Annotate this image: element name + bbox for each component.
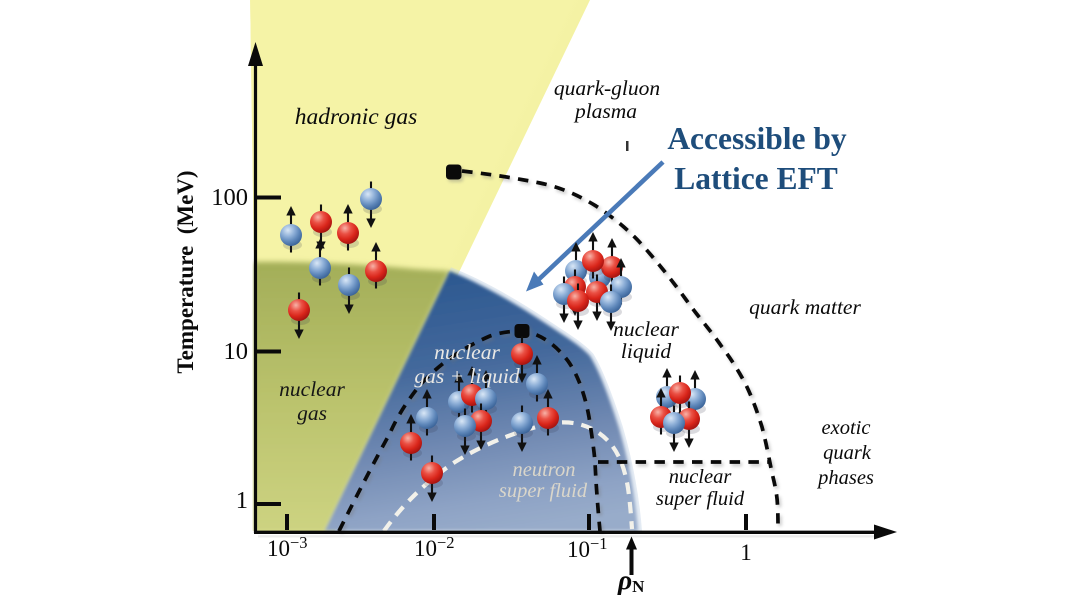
svg-text:quark matter: quark matter [749,295,861,319]
svg-text:nuclear: nuclear [669,466,733,488]
svg-text:liquid: liquid [621,339,671,363]
svg-text:quark: quark [823,442,872,464]
svg-text:nuclear: nuclear [434,340,500,364]
svg-text:Lattice EFT: Lattice EFT [674,161,838,196]
svg-text:plasma: plasma [573,99,637,123]
svg-text:gas: gas [297,401,327,425]
svg-text:10−3: 10−3 [267,533,308,561]
svg-text:100: 100 [211,184,248,211]
svg-text:phases: phases [816,467,874,489]
svg-text:10: 10 [224,338,249,365]
svg-text:1: 1 [236,487,248,514]
svg-text:super fluid: super fluid [656,488,745,510]
svg-text:neutron: neutron [512,459,575,481]
svg-text:1: 1 [740,540,752,565]
svg-text:gas + liquid: gas + liquid [414,364,520,388]
svg-text:super fluid: super fluid [499,480,588,502]
svg-text:nuclear: nuclear [279,377,345,401]
svg-text:Accessible by: Accessible by [667,121,847,156]
svg-text:Temperature (MeV): Temperature (MeV) [173,170,198,373]
svg-text:exotic: exotic [822,417,871,439]
svg-text:nuclear: nuclear [613,317,679,341]
svg-text:hadronic gas: hadronic gas [295,104,418,130]
svg-text:quark-gluon: quark-gluon [554,76,660,100]
